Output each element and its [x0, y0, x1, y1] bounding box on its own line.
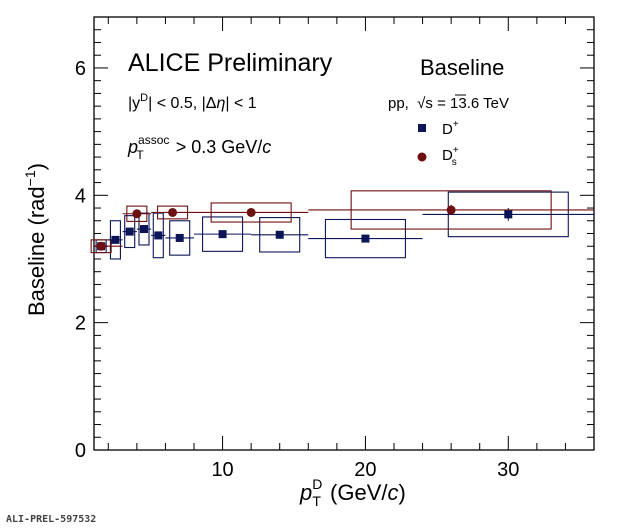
dsplus-point — [246, 207, 256, 217]
data-markers — [96, 205, 513, 251]
legend-energy: pp, √s = 13.6 TeV — [388, 95, 509, 112]
x-tick-label: 20 — [354, 459, 376, 481]
x-tick-label: 10 — [211, 459, 233, 481]
dsplus-point — [446, 205, 456, 215]
x-tick-label: 30 — [497, 459, 519, 481]
x-axis-title: pD T (GeV/c) — [299, 476, 406, 509]
y-axis-title: Baseline (rad−1) — [22, 163, 49, 316]
dsplus-point — [132, 209, 142, 219]
systematic-boxes — [90, 190, 569, 260]
dsplus-point — [168, 207, 178, 217]
preliminary-reference-id: ALI-PREL-597532 — [6, 514, 97, 525]
legend-marker-dplus — [418, 124, 426, 132]
y-tick-label: 0 — [75, 440, 86, 462]
dplus-point — [275, 230, 284, 239]
dsplus-point — [96, 241, 106, 251]
rapidity-cut-label: |yD| < 0.5, |Δη| < 1 — [128, 92, 257, 112]
tick-labels: 10 20 30 0 2 4 6 — [75, 58, 520, 481]
legend-label-dsplus: D+ s — [442, 145, 459, 168]
pt-assoc-cut-label: passoc T > 0.3 GeV/c — [127, 133, 271, 162]
y-tick-label: 6 — [75, 58, 86, 80]
experiment-label: ALICE Preliminary — [128, 49, 333, 77]
dplus-point — [504, 210, 513, 219]
legend-marker-dsplus — [417, 152, 427, 162]
dplus-point — [218, 230, 227, 239]
plot-frame — [93, 16, 595, 451]
axis-ticks — [94, 17, 595, 451]
dplus-point — [140, 225, 148, 234]
dplus-point — [111, 235, 120, 244]
legend-title: Baseline — [420, 55, 504, 80]
dplus-point — [361, 234, 370, 243]
legend-label-dplus: D+ — [442, 119, 459, 138]
dplus-point — [154, 231, 163, 240]
y-tick-label: 4 — [75, 185, 86, 207]
dplus-point — [175, 233, 184, 242]
dplus-point — [125, 227, 134, 236]
y-tick-label: 2 — [75, 313, 86, 335]
